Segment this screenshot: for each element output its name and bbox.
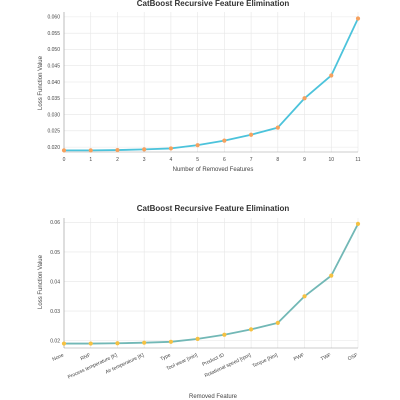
chart-top-x-tick-label: 11 [355,157,360,163]
chart-top-data-point [115,147,120,153]
chart-top-data-point [302,96,307,101]
chart-top-y-tick-label: 0.035 [47,96,60,102]
chart-bottom-x-tick-label: TWF [320,352,332,362]
chart-top-x-tick-label: 10 [328,157,334,163]
chart-top-data-point [355,16,361,21]
chart-bottom-x-tick-label: RNF [80,352,92,362]
chart-top-title: CatBoost Recursive Feature Elimination [137,0,290,8]
chart-bottom-data-point [195,336,200,341]
chart-top-series-line [64,18,359,152]
chart-top-x-tick-label: 5 [196,157,199,163]
chart-top-data-point [329,73,334,78]
chart-top-x-ticks: 0 1 2 3 4 5 6 7 8 9 10 11 [63,157,361,163]
chart-top-x-axis-label: Number of Removed Features [173,167,254,173]
chart-top-data-point [195,143,200,148]
chart-top-y-tick-label: 0.040 [47,80,60,86]
chart-top-y-tick-label: 0.025 [47,129,60,135]
chart-bottom-y-tick-label: 0.06 [50,220,60,226]
chart-bottom-gridlines [63,218,359,348]
chart-top-x-tick-label: 8 [276,157,279,163]
chart-top-y-tick-label: 0.030 [47,112,60,118]
chart-top-series [64,18,359,152]
chart-top-markers [61,16,361,153]
chart-top-data-point [61,148,67,153]
chart-top-x-tick-label: 9 [303,157,306,163]
chart-bottom-x-tick-label: PWF [293,352,306,362]
chart-bottom-x-tick-label: Rotational speed [rpm] [204,352,253,379]
chart-top-axes [63,12,358,153]
chart-bottom-y-tick-label: 0.04 [50,279,60,285]
chart-bottom-data-point [168,339,174,344]
chart-top-y-axis-label: Loss Function Value [38,55,44,110]
chart-bottom-data-point [329,273,334,278]
chart-bottom-data-point [302,294,307,299]
chart-bottom-data-point [275,320,280,325]
chart-top-x-tick-label: 3 [143,157,146,163]
chart-top: CatBoost Recursive Feature Elimination 0… [38,0,361,173]
chart-top-x-tick-label: 2 [116,157,119,163]
chart-bottom-y-tick-label: 0.05 [50,250,60,256]
chart-bottom-title: CatBoost Recursive Feature Elimination [137,204,290,213]
chart-bottom-data-point [61,341,67,346]
chart-top-data-point [88,148,93,153]
chart-bottom-x-tick-label: OSF [347,352,359,362]
chart-bottom-data-point [115,341,120,346]
chart-bottom-axes [63,218,358,349]
chart-top-y-tick-label: 0.055 [47,31,60,37]
chart-top-x-tick-label: 6 [223,157,226,163]
chart-bottom-series [64,223,359,345]
chart-top-x-tick-label: 7 [250,157,253,163]
chart-bottom-data-point [142,340,147,345]
chart-bottom-series-line [64,223,359,345]
chart-top-data-point [222,138,227,143]
chart-bottom-x-tick-label: None [51,352,65,363]
chart-top-data-point [168,146,174,151]
chart-top-y-ticks: 0.020 0.025 0.030 0.035 0.040 0.045 0.050 0.055… [47,15,60,151]
chart-top-x-tick-label: 4 [170,157,173,163]
chart-top-x-tick-label: 0 [63,157,66,163]
chart-bottom-data-point [88,341,93,346]
chart-bottom-x-axis-label: Removed Feature [189,394,238,400]
chart-top-data-point [248,132,254,137]
chart-top-gridlines [63,12,359,152]
chart-top-y-tick-label: 0.020 [47,145,60,151]
chart-bottom-y-tick-label: 0.02 [50,338,60,344]
chart-bottom-x-tick-label: Type [159,352,172,362]
chart-top-y-tick-label: 0.045 [47,64,60,70]
chart-bottom-data-point [222,332,227,337]
chart-bottom-x-tick-label: Tool wear [min] [165,352,199,372]
chart-bottom-y-axis-label: Loss Function Value [38,254,44,309]
chart-bottom-markers [61,221,361,346]
chart-bottom-y-tick-label: 0.03 [50,309,60,315]
chart-top-data-point [275,125,280,130]
chart-top-y-tick-label: 0.060 [47,15,60,21]
chart-bottom-data-point [248,327,254,332]
chart-bottom-x-tick-label: Torque [Nm] [251,352,279,369]
chart-top-data-point [142,147,147,152]
chart-top-y-tick-label: 0.050 [47,47,60,53]
chart-bottom: CatBoost Recursive Feature Elimination 0… [38,204,361,400]
chart-bottom-data-point [355,221,361,227]
chart-top-x-tick-label: 1 [89,157,92,163]
chart-bottom-y-ticks: 0.02 0.03 0.04 0.05 0.06 [50,220,60,344]
